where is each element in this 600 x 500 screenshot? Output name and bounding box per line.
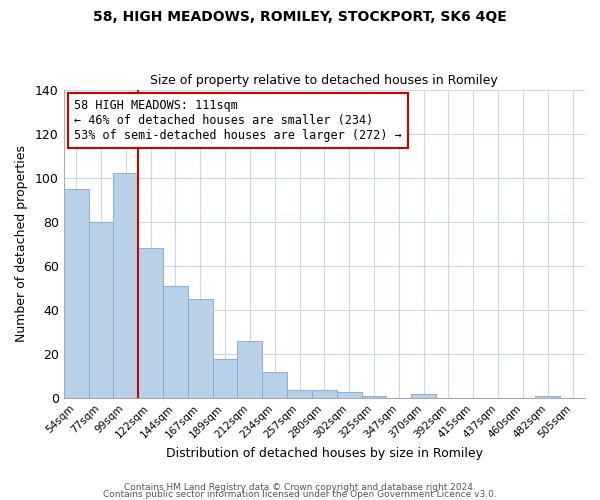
- Bar: [113, 174, 138, 398]
- Bar: [64, 189, 89, 398]
- Bar: [362, 396, 386, 398]
- Text: Contains public sector information licensed under the Open Government Licence v3: Contains public sector information licen…: [103, 490, 497, 499]
- Text: Contains HM Land Registry data © Crown copyright and database right 2024.: Contains HM Land Registry data © Crown c…: [124, 484, 476, 492]
- X-axis label: Distribution of detached houses by size in Romiley: Distribution of detached houses by size …: [166, 447, 483, 460]
- Bar: [89, 222, 113, 398]
- Bar: [337, 392, 362, 398]
- Y-axis label: Number of detached properties: Number of detached properties: [15, 146, 28, 342]
- Bar: [312, 390, 337, 398]
- Bar: [212, 358, 238, 399]
- Bar: [238, 341, 262, 398]
- Bar: [163, 286, 188, 399]
- Bar: [287, 390, 312, 398]
- Bar: [188, 299, 212, 398]
- Bar: [535, 396, 560, 398]
- Text: 58 HIGH MEADOWS: 111sqm
← 46% of detached houses are smaller (234)
53% of semi-d: 58 HIGH MEADOWS: 111sqm ← 46% of detache…: [74, 99, 402, 142]
- Title: Size of property relative to detached houses in Romiley: Size of property relative to detached ho…: [151, 74, 498, 87]
- Bar: [262, 372, 287, 398]
- Text: 58, HIGH MEADOWS, ROMILEY, STOCKPORT, SK6 4QE: 58, HIGH MEADOWS, ROMILEY, STOCKPORT, SK…: [93, 10, 507, 24]
- Bar: [138, 248, 163, 398]
- Bar: [411, 394, 436, 398]
